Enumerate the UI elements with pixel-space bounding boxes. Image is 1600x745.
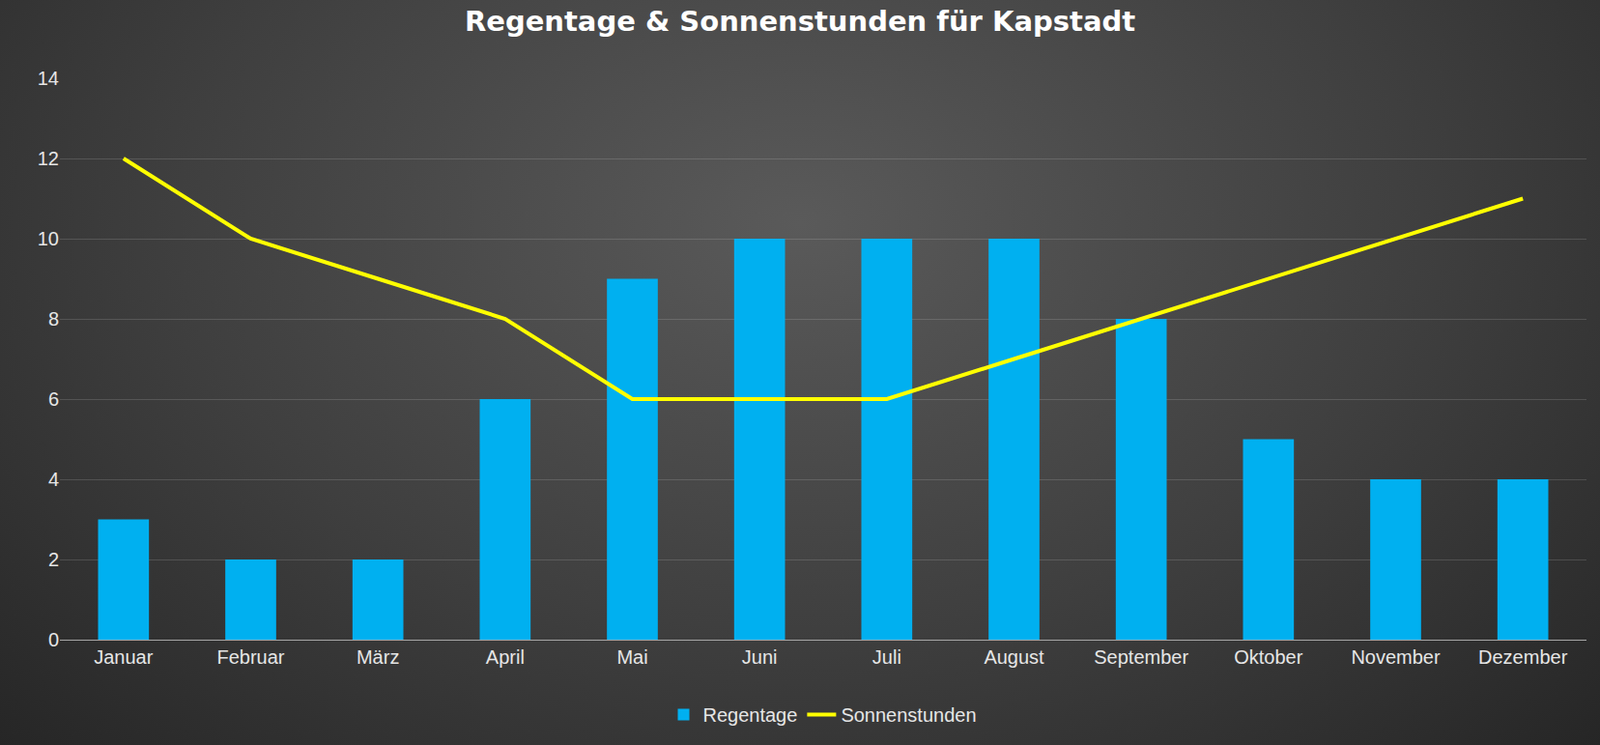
svg-text:April: April	[485, 646, 525, 668]
svg-text:10: 10	[37, 228, 59, 250]
svg-text:Regentage: Regentage	[703, 704, 799, 726]
svg-text:Juni: Juni	[742, 646, 778, 668]
svg-text:14: 14	[37, 67, 59, 89]
svg-text:September: September	[1093, 646, 1189, 668]
svg-text:März: März	[356, 646, 400, 668]
svg-text:6: 6	[48, 388, 59, 410]
svg-text:4: 4	[48, 468, 59, 490]
svg-text:Regentage & Sonnenstunden für: Regentage & Sonnenstunden für Kapstadt	[464, 4, 1136, 38]
svg-text:2: 2	[48, 548, 59, 571]
svg-text:August: August	[983, 646, 1045, 668]
svg-text:Sonnenstunden: Sonnenstunden	[840, 704, 976, 726]
svg-text:8: 8	[48, 308, 59, 330]
svg-text:12: 12	[37, 147, 59, 170]
svg-text:Januar: Januar	[93, 646, 153, 668]
svg-text:Februar: Februar	[216, 646, 285, 668]
svg-text:Mai: Mai	[616, 646, 648, 668]
svg-text:November: November	[1350, 646, 1441, 668]
svg-text:Dezember: Dezember	[1478, 646, 1569, 668]
svg-text:Oktober: Oktober	[1233, 646, 1303, 668]
svg-text:0: 0	[48, 628, 59, 651]
svg-text:Juli: Juli	[872, 646, 902, 668]
